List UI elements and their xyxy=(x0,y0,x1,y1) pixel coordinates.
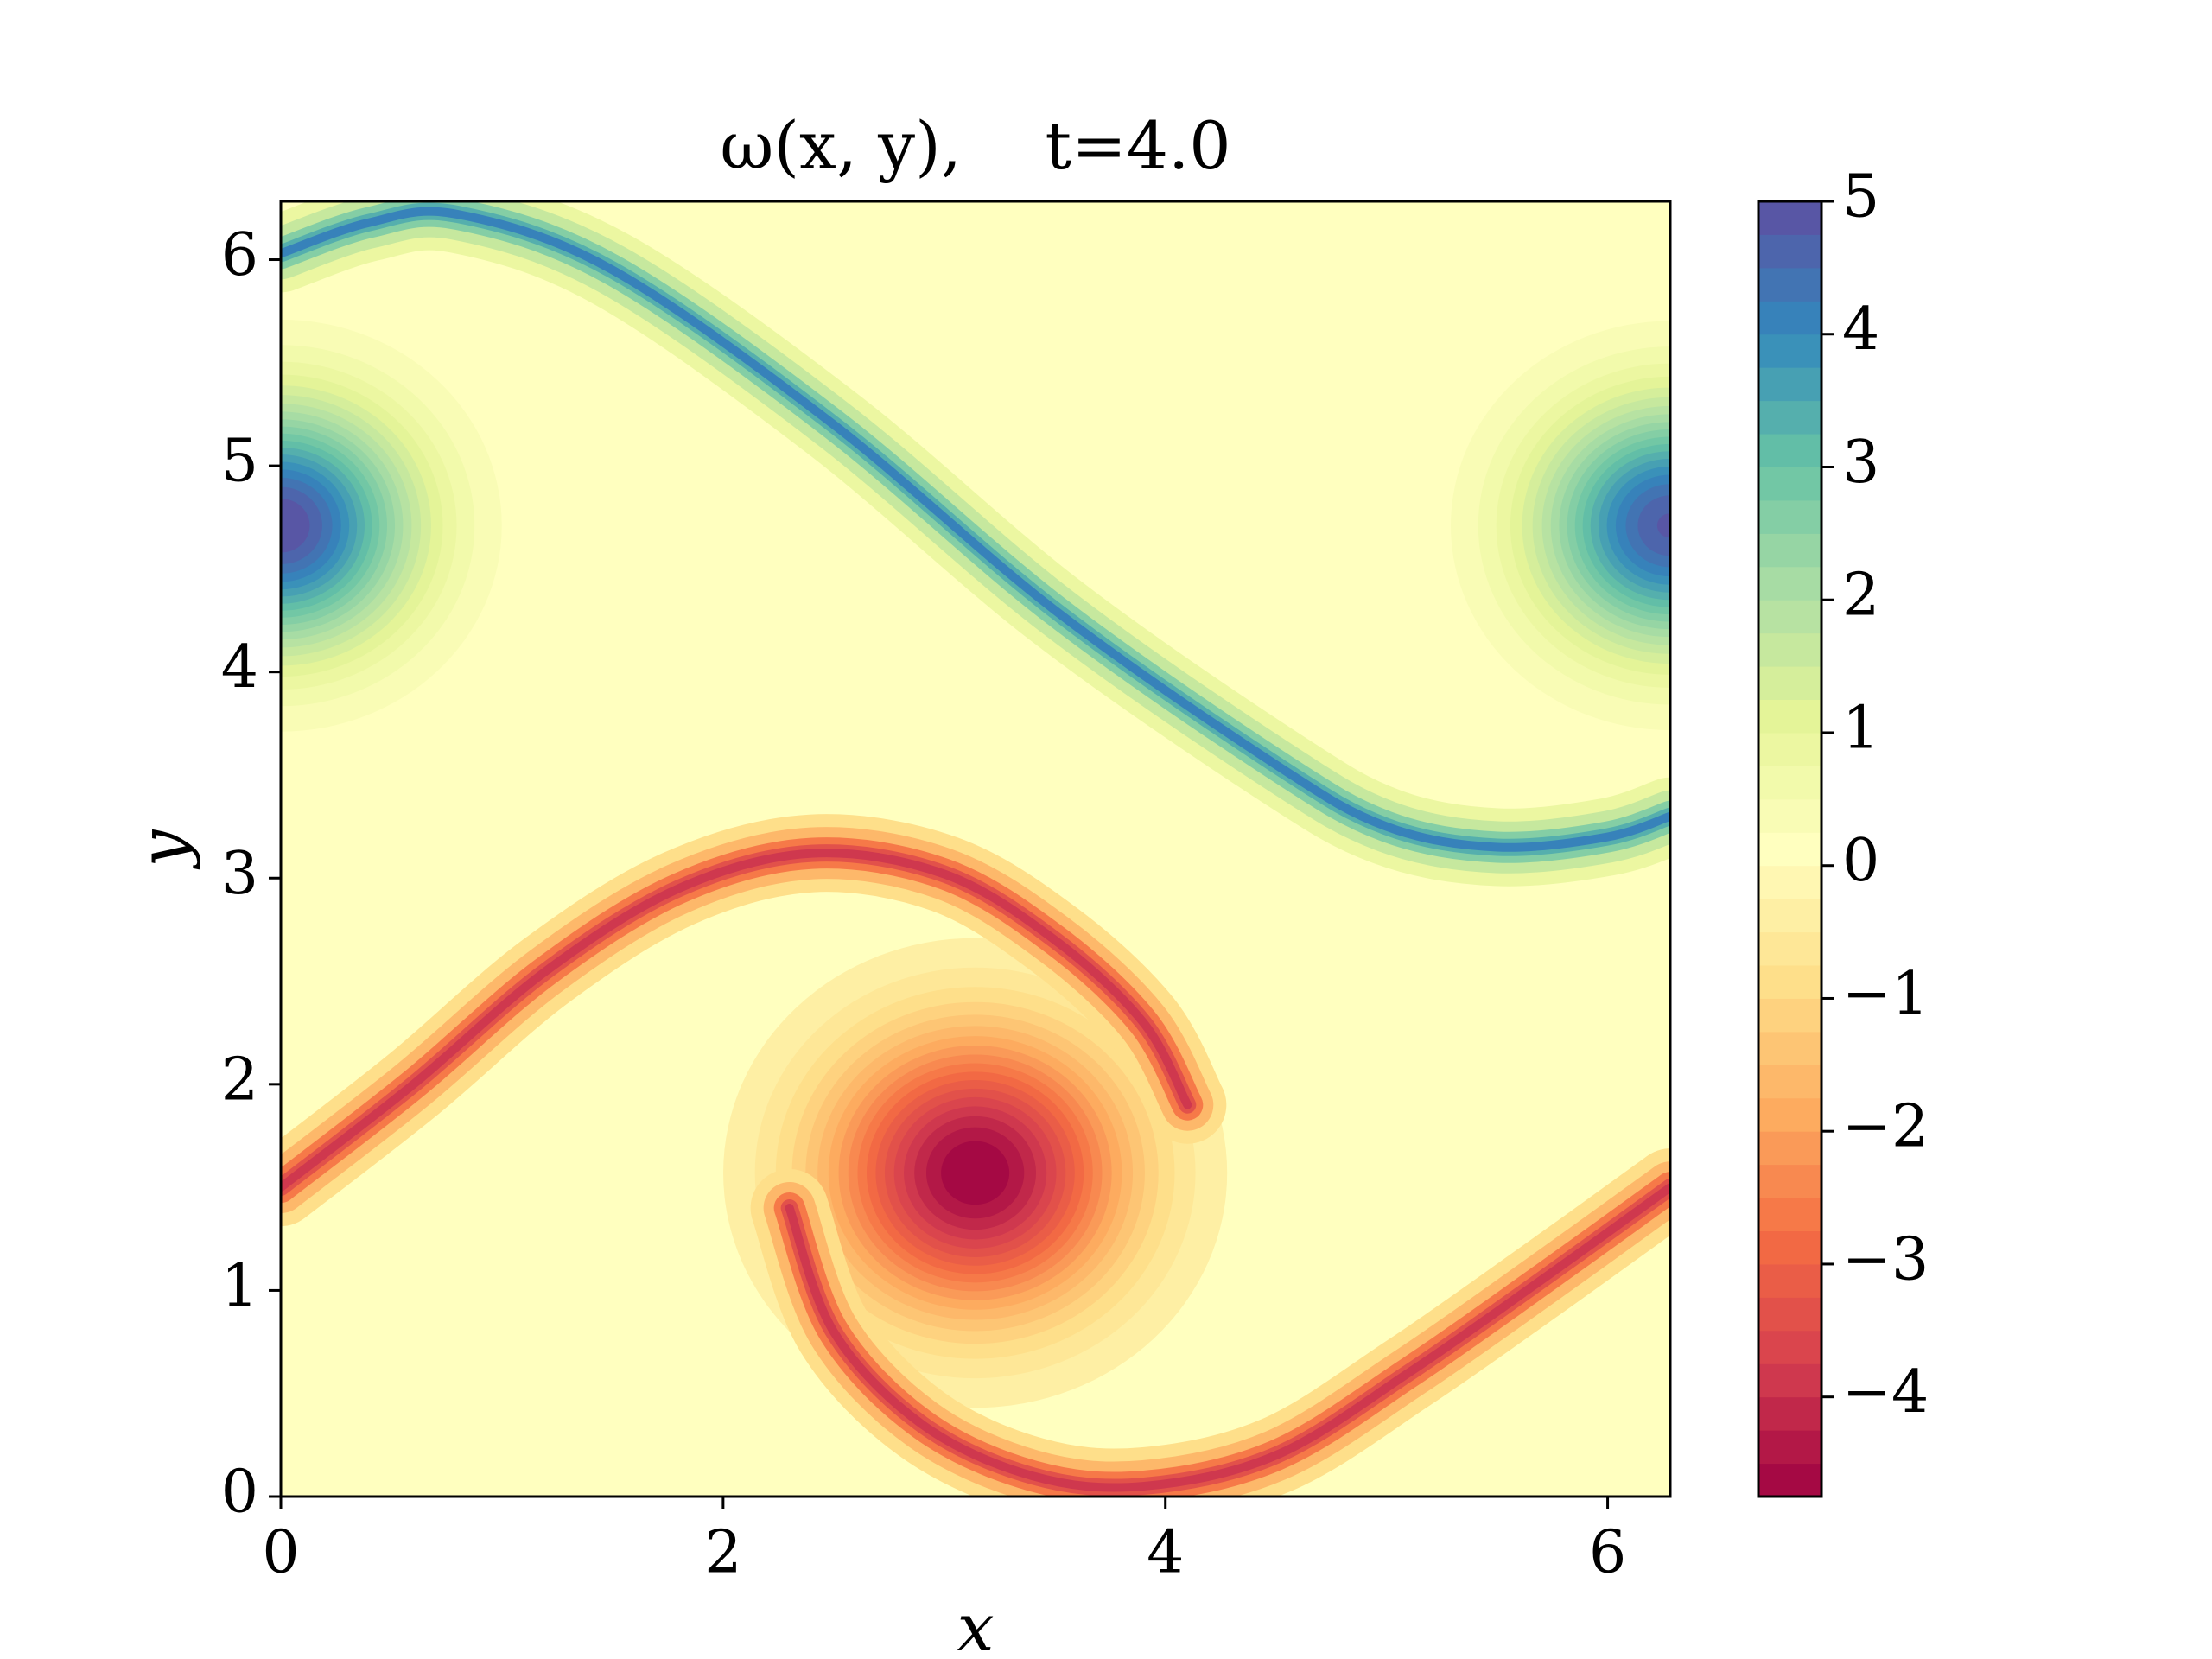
colorbar-band xyxy=(1758,1031,1821,1065)
colorbar-band xyxy=(1758,267,1821,302)
colorbar-band xyxy=(1758,632,1821,667)
colorbar-band xyxy=(1758,732,1821,766)
colorbar-band xyxy=(1758,334,1821,368)
colorbar-tick-label: 1 xyxy=(1842,694,1879,762)
colorbar-band xyxy=(1758,367,1821,402)
colorbar-band xyxy=(1758,499,1821,534)
colorbar-band xyxy=(1758,1198,1821,1232)
vortex-band xyxy=(1637,495,1670,556)
y-tick-label: 5 xyxy=(221,428,258,496)
x-axis-label: x xyxy=(957,1589,995,1659)
vortex-band xyxy=(1656,513,1670,538)
colorbar-band xyxy=(1758,666,1821,701)
y-tick-label: 6 xyxy=(221,221,258,289)
colorbar-band xyxy=(1758,865,1821,899)
colorbar-band xyxy=(1758,1396,1821,1431)
colorbar-band xyxy=(1758,1164,1821,1198)
colorbar-band xyxy=(1758,467,1821,501)
colorbar-band xyxy=(1758,931,1821,966)
filament xyxy=(281,849,1192,1192)
colorbar-band xyxy=(1758,533,1821,568)
y-tick-label: 2 xyxy=(221,1046,258,1114)
axes-frame xyxy=(279,200,1672,1498)
colorbar-band xyxy=(1758,965,1821,999)
colorbar-band xyxy=(1758,566,1821,601)
colorbar-band xyxy=(1758,1230,1821,1265)
filament xyxy=(281,207,1670,852)
vortex-band xyxy=(281,499,310,553)
vortex-band xyxy=(941,1141,1010,1205)
x-tick-label: 0 xyxy=(262,1519,299,1587)
colorbar-band xyxy=(1758,998,1821,1033)
colorbar-band xyxy=(1758,1263,1821,1298)
colorbar-band xyxy=(1758,1097,1821,1132)
filament xyxy=(785,1183,1670,1492)
colorbar-band xyxy=(1758,600,1821,634)
colorbar-tick-label: 0 xyxy=(1842,827,1879,895)
colorbar-band xyxy=(1758,434,1821,467)
colorbar-band xyxy=(1758,201,1821,235)
colorbar-band xyxy=(1758,1463,1821,1497)
colorbar-frame xyxy=(1757,200,1823,1498)
colorbar-band xyxy=(1758,1131,1821,1166)
colorbar-band xyxy=(1758,832,1821,867)
colorbar-tick-label: 4 xyxy=(1842,296,1879,364)
colorbar-tick-label: 2 xyxy=(1842,562,1879,630)
colorbar-band xyxy=(1758,899,1821,933)
chart-title: ω(x, y), t=4.0 xyxy=(720,107,1230,184)
colorbar-band xyxy=(1758,1330,1821,1364)
colorbar-band xyxy=(1758,798,1821,833)
colorbar-tick-label: −4 xyxy=(1842,1358,1929,1427)
colorbar xyxy=(1758,201,1821,1497)
x-tick-label: 2 xyxy=(704,1519,741,1587)
colorbar-band xyxy=(1758,699,1821,734)
colorbar-tick-label: 3 xyxy=(1842,429,1879,497)
field xyxy=(281,201,1670,1497)
y-tick-label: 1 xyxy=(221,1252,258,1320)
colorbar-tick-label: 5 xyxy=(1842,163,1879,232)
y-axis-label: y xyxy=(124,829,201,869)
x-tick-label: 6 xyxy=(1589,1519,1626,1587)
y-tick-label: 3 xyxy=(221,840,258,908)
colorbar-band xyxy=(1758,1430,1821,1465)
colorbar-tick-label: −1 xyxy=(1842,960,1929,1028)
colorbar-band xyxy=(1758,1065,1821,1099)
colorbar-band xyxy=(1758,766,1821,800)
y-tick-label: 4 xyxy=(221,633,258,702)
colorbar-band xyxy=(1758,1297,1821,1332)
colorbar-tick-label: −2 xyxy=(1842,1093,1929,1161)
colorbar-band xyxy=(1758,1363,1821,1398)
colorbar-tick-label: −3 xyxy=(1842,1225,1929,1294)
x-tick-label: 4 xyxy=(1147,1519,1184,1587)
colorbar-band xyxy=(1758,234,1821,269)
y-tick-label: 0 xyxy=(221,1459,258,1527)
colorbar-band xyxy=(1758,301,1821,335)
colorbar-band xyxy=(1758,400,1821,435)
